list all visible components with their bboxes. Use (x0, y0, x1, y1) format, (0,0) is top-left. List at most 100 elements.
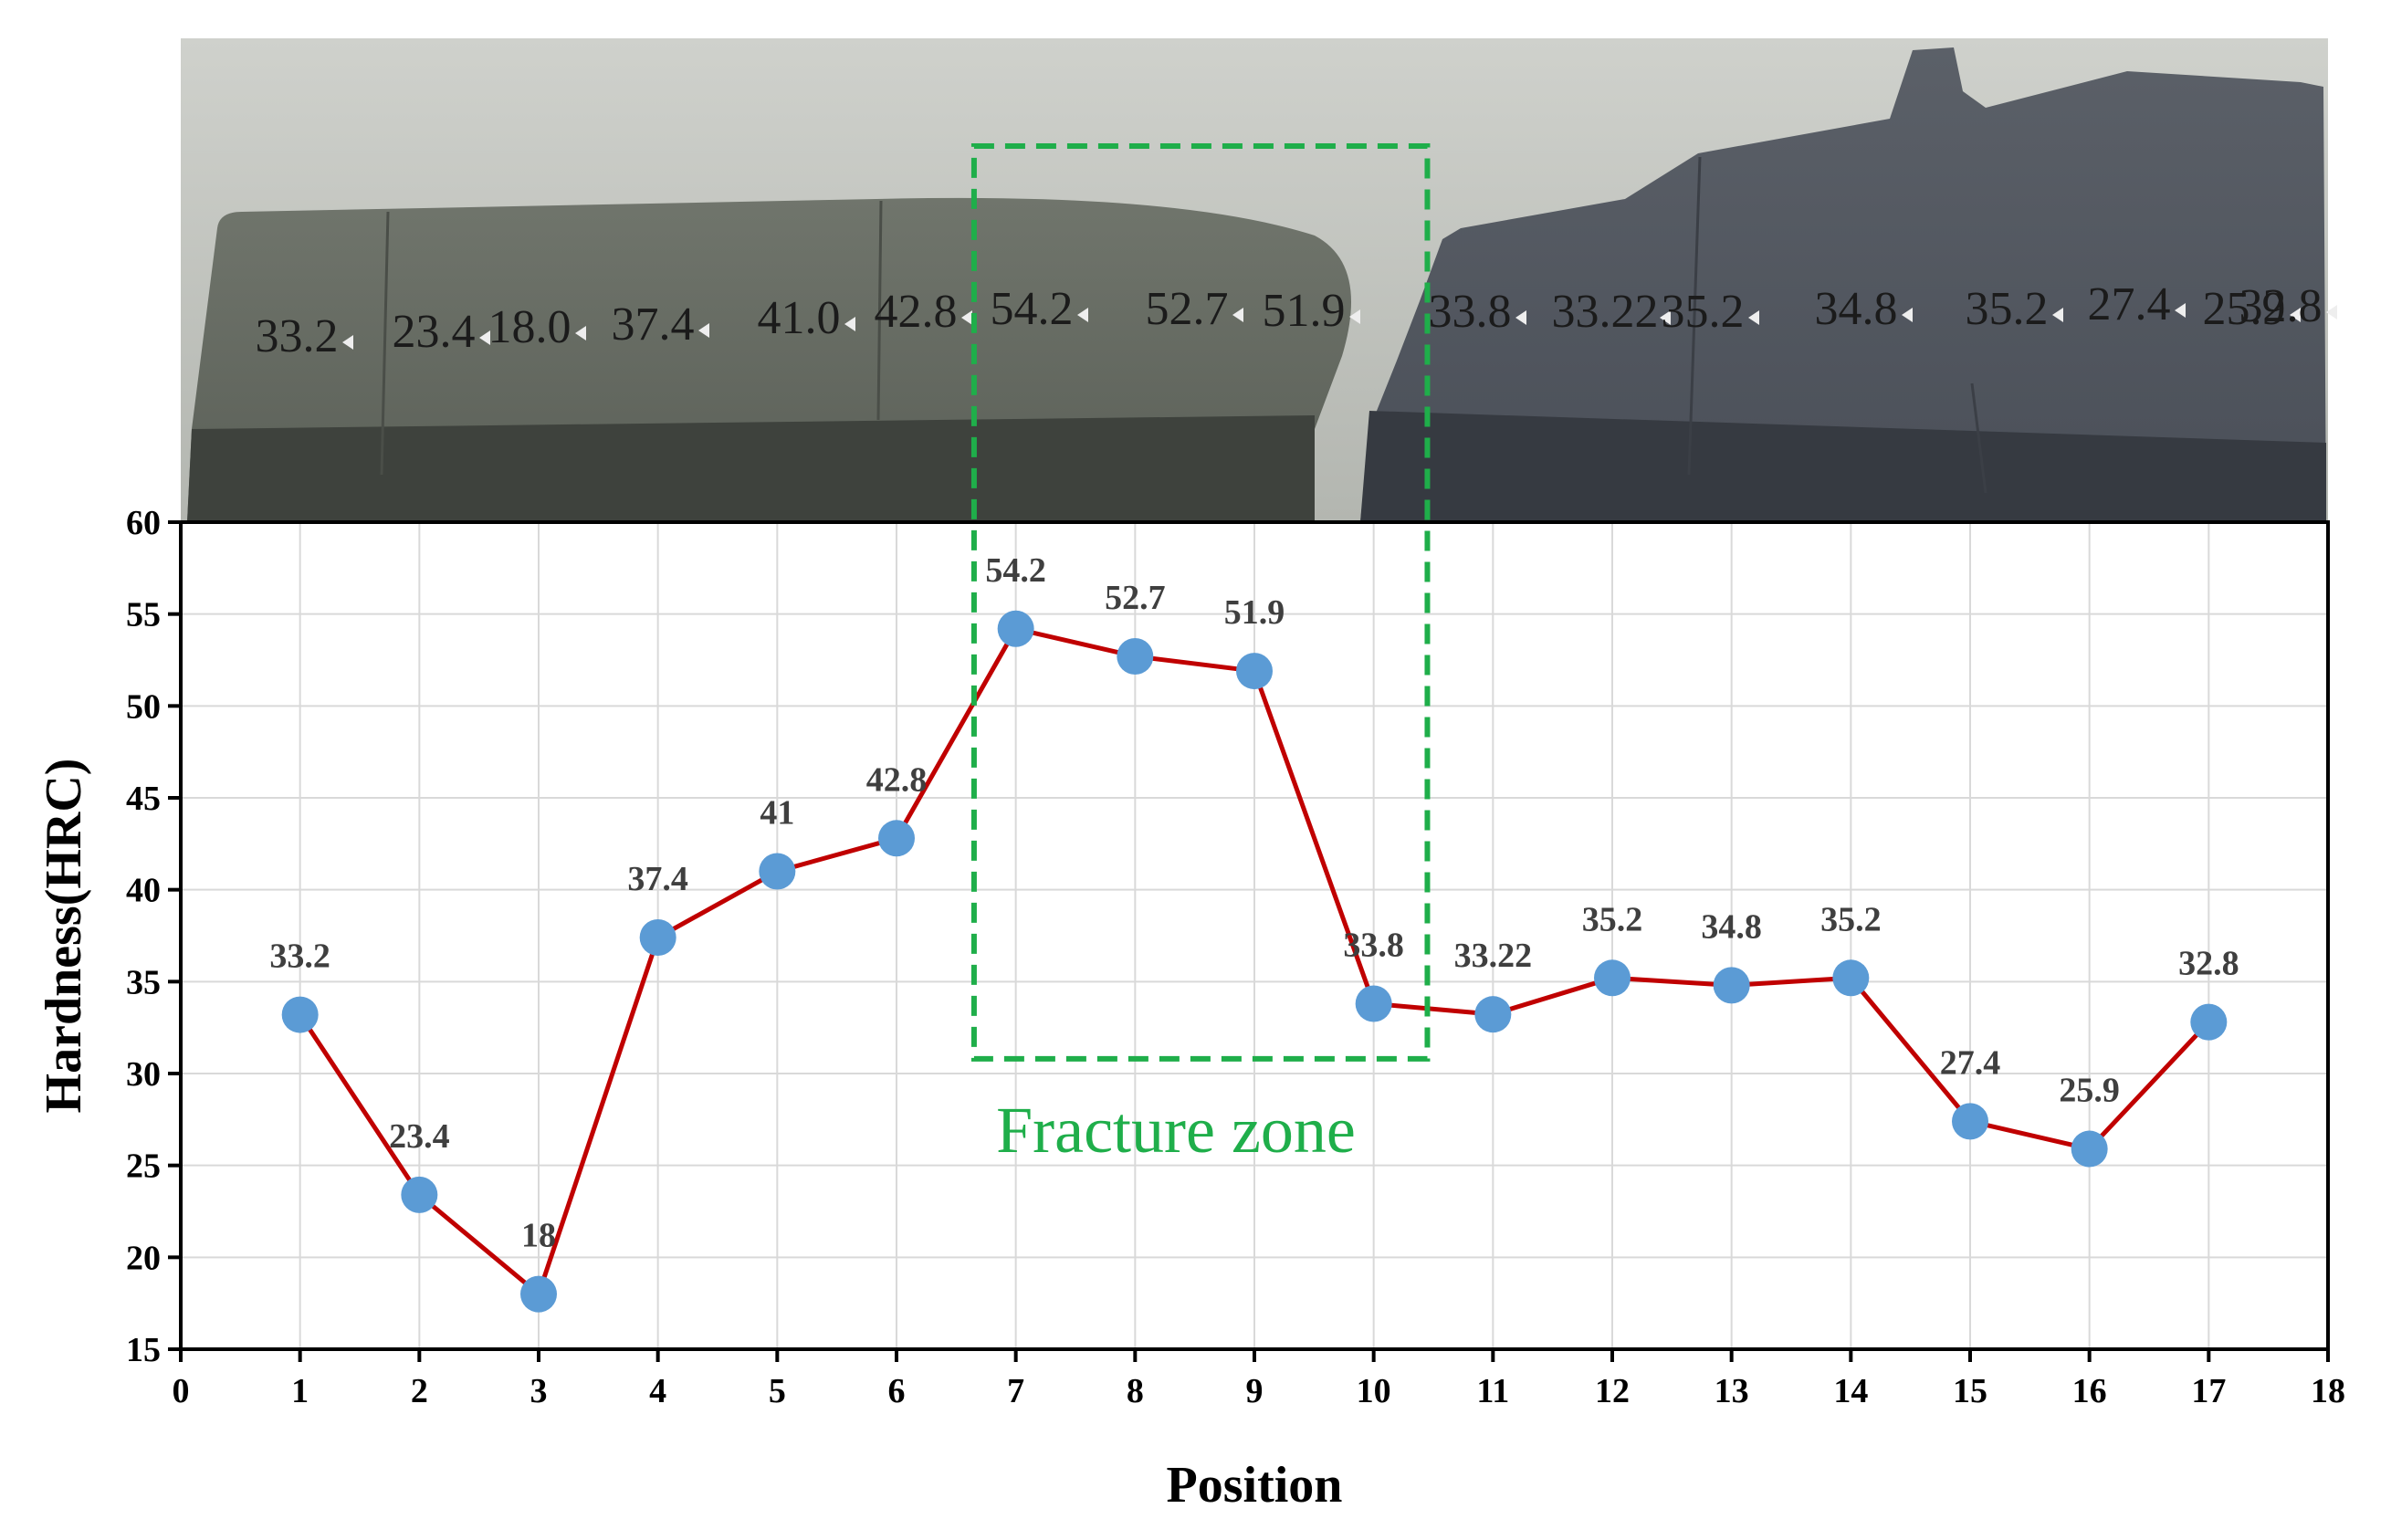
photo-indent-arrow (1515, 310, 1526, 325)
data-label: 35.2 (1582, 900, 1643, 938)
y-tick-label: 15 (126, 1331, 161, 1369)
photo-hardness-label: 23.4 (393, 306, 476, 358)
y-tick-label: 55 (126, 596, 161, 634)
x-axis: 0 1 2 3 4 5 6 7 8 9 10 11 12 13 14 15 16 17 18 (173, 1349, 2345, 1410)
y-tick-label: 25 (126, 1147, 161, 1186)
x-tick-label: 16 (2072, 1372, 2107, 1410)
photo-hardness-label: 41.0 (758, 292, 841, 344)
data-point (997, 610, 1034, 647)
x-tick-label: 2 (411, 1372, 428, 1410)
data-label: 33.22 (1454, 937, 1533, 975)
photo-hardness-label: 18.0 (488, 301, 572, 353)
photo-hardness-label: 33.22 (1552, 286, 1659, 338)
fracture-zone-box (970, 143, 1431, 1062)
data-point (1117, 637, 1154, 675)
x-tick-label: 8 (1127, 1372, 1144, 1410)
y-axis: 15 20 25 30 35 40 45 50 55 60 (126, 504, 181, 1369)
photo-hardness-label: 35.2 (1662, 286, 1745, 338)
data-label: 37.4 (627, 860, 688, 898)
data-point (2190, 1003, 2228, 1041)
left-sample-lower-band (187, 415, 1315, 522)
x-tick-label: 11 (1476, 1372, 1509, 1410)
data-label: 25.9 (2059, 1072, 2120, 1110)
photo-indent-arrow (575, 326, 586, 340)
plot: 0 1 2 3 4 5 6 7 8 9 10 11 12 13 14 15 16 17 18 15202530354… (126, 143, 2345, 1410)
photo-hardness-label: 25.9 (2203, 283, 2286, 335)
x-tick-label: 3 (530, 1372, 548, 1410)
data-label: 41 (760, 794, 794, 833)
x-tick-label: 9 (1246, 1372, 1264, 1410)
x-tick-label: 6 (888, 1372, 906, 1410)
x-tick-label: 17 (2191, 1372, 2226, 1410)
photo-hardness-label: 54.2 (991, 283, 1074, 335)
x-tick-label: 7 (1007, 1372, 1024, 1410)
photo-indent-arrow (479, 330, 490, 345)
photo-indent-arrow (2326, 305, 2337, 320)
data-point (1594, 959, 1631, 997)
data-point (759, 853, 796, 890)
data-label: 27.4 (1940, 1043, 2001, 1082)
data-label: 54.2 (985, 551, 1046, 590)
data-point (1952, 1103, 1988, 1140)
sample-photo: 33.2 23.4 18.0 37.4 41.0 42.8 54.2 52.7 51.9 33.8… (181, 38, 2337, 522)
photo-indent-arrow (1902, 308, 1913, 322)
x-tick-label: 12 (1595, 1372, 1630, 1410)
data-point (1355, 985, 1392, 1022)
data-markers (281, 610, 2228, 1313)
left-section-line-1 (380, 211, 390, 476)
photo-hardness-label: 52.7 (1146, 283, 1229, 335)
photo-hardness-label: 37.4 (612, 299, 695, 351)
y-tick-label: 40 (126, 872, 161, 910)
data-point (281, 996, 319, 1033)
photo-hardness-label: 35.2 (1966, 283, 2049, 335)
data-label: 35.2 (1820, 900, 1882, 938)
right-section-line-2 (1970, 382, 1987, 494)
data-point (878, 820, 915, 857)
y-tick-label: 50 (126, 687, 161, 726)
photo-indent-arrow (1349, 309, 1360, 324)
data-point (1474, 996, 1512, 1033)
data-point (401, 1176, 438, 1213)
y-tick-label: 20 (126, 1239, 161, 1277)
x-tick-label: 1 (291, 1372, 309, 1410)
x-tick-label: 14 (1833, 1372, 1868, 1410)
photo-indent-arrow (1232, 308, 1243, 322)
right-section-line-1 (1687, 156, 1702, 476)
data-label: 34.8 (1701, 907, 1762, 946)
x-tick-label: 10 (1357, 1372, 1391, 1410)
y-tick-label: 45 (126, 780, 161, 818)
photo-indent-arrow (1748, 310, 1759, 325)
data-point (1236, 653, 1273, 690)
photo-hardness-label: 34.8 (1815, 283, 1898, 335)
data-point (1832, 959, 1870, 997)
data-label: 51.9 (1224, 593, 1285, 632)
data-point (2071, 1130, 2108, 1168)
photo-indent-arrow (2290, 308, 2301, 322)
x-tick-label: 18 (2311, 1372, 2345, 1410)
left-section-line-2 (876, 200, 883, 421)
photo-indent-arrow (961, 310, 972, 325)
x-tick-label: 13 (1715, 1372, 1749, 1410)
photo-hardness-label: 33.8 (1429, 286, 1512, 338)
data-point (639, 919, 676, 957)
data-point (1713, 967, 1750, 1004)
x-tick-label: 5 (769, 1372, 786, 1410)
data-label: 18 (521, 1217, 556, 1255)
photo-indent-arrow (2175, 303, 2186, 318)
photo-hardness-label: 32.8 (2239, 280, 2323, 332)
photo-indent-arrow (698, 323, 709, 338)
data-label: 23.4 (389, 1117, 450, 1156)
fracture-zone-label: Fracture zone (996, 1094, 1356, 1167)
photo-indent-arrow (844, 317, 855, 331)
y-tick-label: 35 (126, 963, 161, 1001)
x-tick-label: 0 (173, 1372, 190, 1410)
x-tick-label: 15 (1953, 1372, 1987, 1410)
x-axis-title: Position (1167, 1457, 1343, 1514)
photo-hardness-label: 33.2 (256, 310, 339, 362)
data-label: 33.8 (1343, 926, 1404, 964)
right-sample-piece (1360, 47, 2326, 522)
data-label: 42.8 (866, 760, 928, 799)
right-sample-lower-band (1360, 411, 2326, 522)
data-point (520, 1275, 557, 1313)
